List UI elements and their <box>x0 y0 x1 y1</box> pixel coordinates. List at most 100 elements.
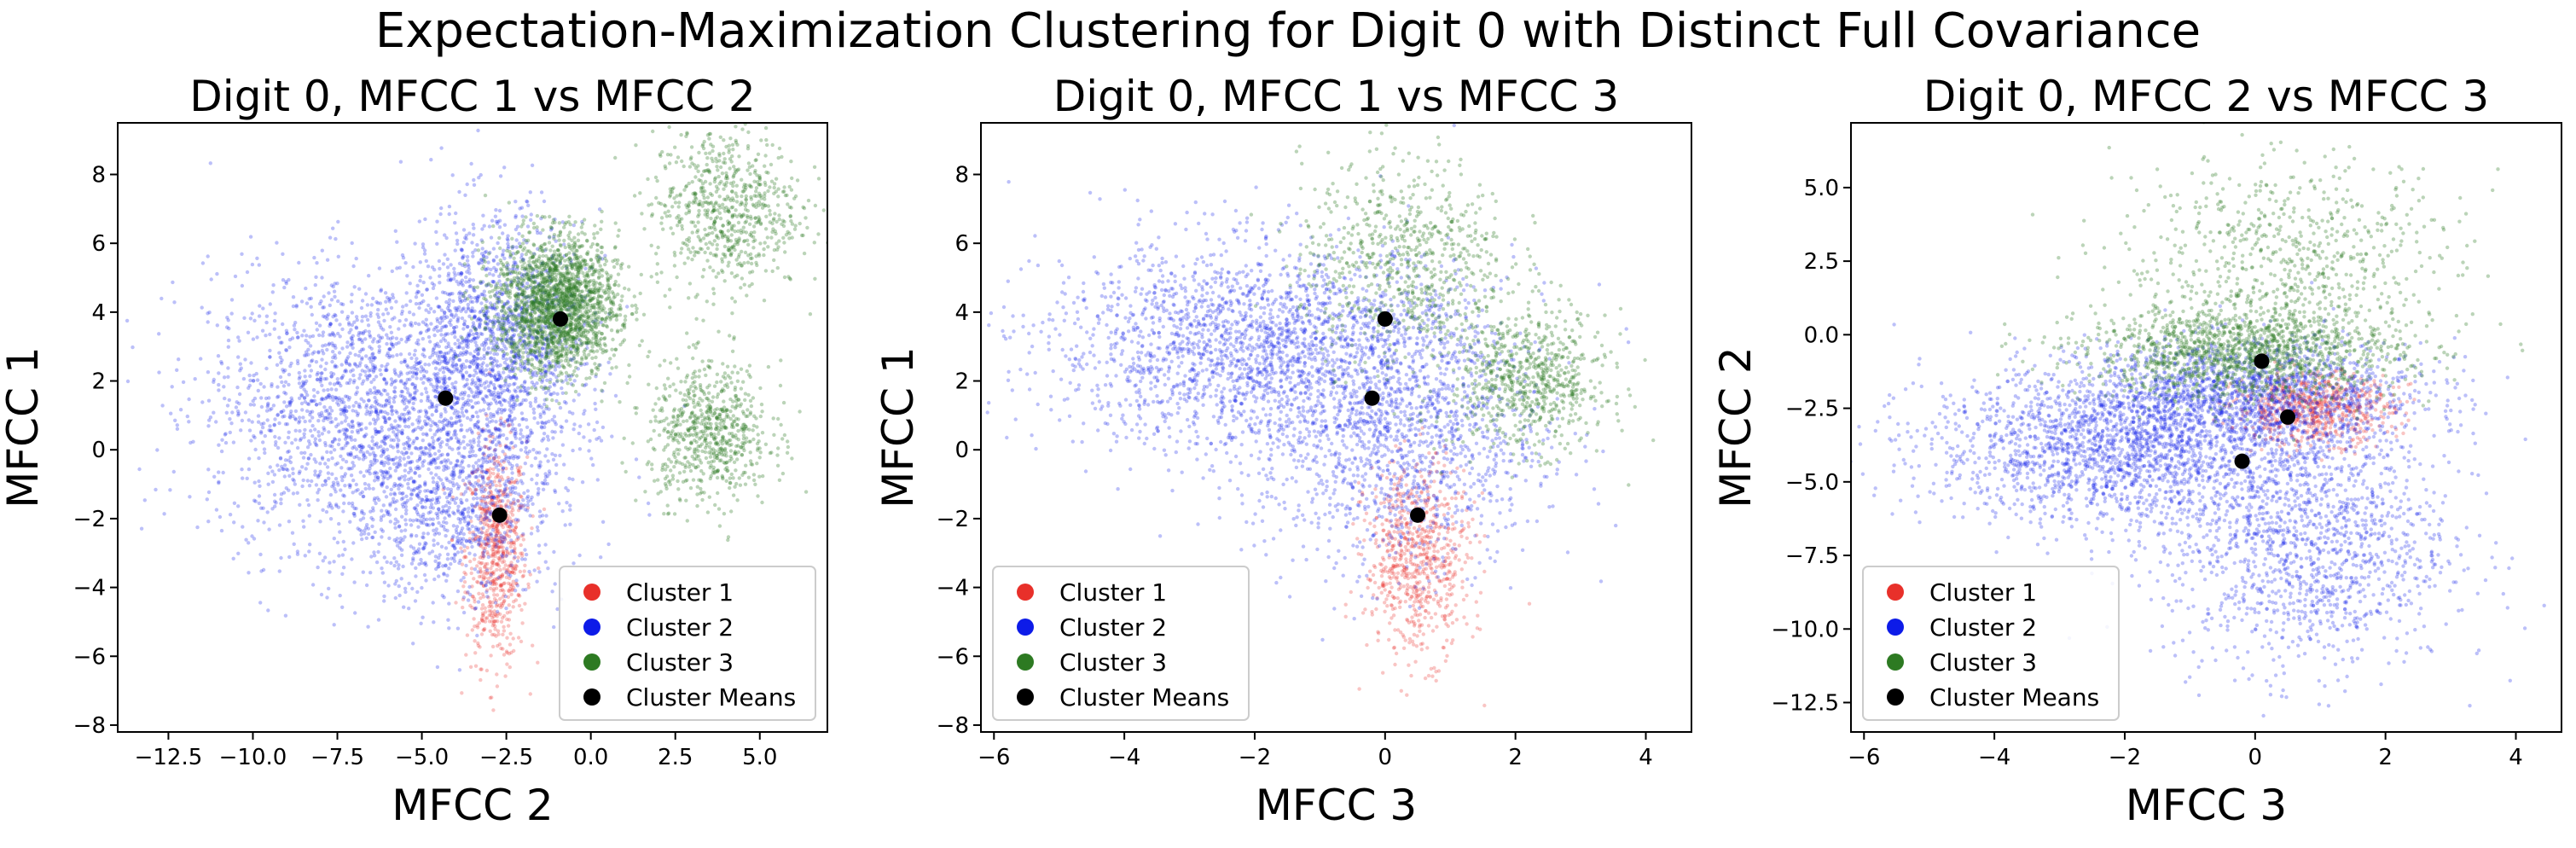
scatter-point <box>357 404 361 409</box>
scatter-point <box>438 274 442 278</box>
scatter-point <box>403 468 407 473</box>
scatter-point <box>508 492 513 497</box>
scatter-point <box>340 553 345 557</box>
scatter-point <box>364 412 368 416</box>
scatter-point <box>377 350 381 355</box>
scatter-point <box>505 533 509 537</box>
scatter-point <box>330 341 334 346</box>
scatter-point <box>308 374 312 379</box>
scatter-point <box>529 212 533 217</box>
scatter-point <box>485 481 490 486</box>
scatter-point <box>334 364 339 369</box>
scatter-point <box>215 323 219 328</box>
scatter-point <box>453 221 457 225</box>
scatter-point <box>268 355 272 359</box>
scatter-point <box>414 446 419 450</box>
scatter-point <box>246 330 251 334</box>
scatter-point <box>493 530 497 534</box>
scatter-point <box>394 427 399 432</box>
scatter-point <box>531 221 537 226</box>
scatter-point <box>455 439 460 444</box>
scatter-point <box>473 491 478 496</box>
scatter-point <box>331 344 335 348</box>
scatter-point <box>553 420 557 424</box>
scatter-point <box>471 415 475 419</box>
scatter-point <box>426 310 432 315</box>
scatter-point <box>515 498 520 503</box>
scatter-point <box>455 525 460 529</box>
scatter-point <box>499 646 503 651</box>
scatter-point <box>160 404 165 408</box>
scatter-point <box>388 474 392 479</box>
scatter-point <box>464 370 469 375</box>
scatter-point <box>513 581 519 586</box>
scatter-point <box>537 491 541 495</box>
scatter-point <box>342 407 346 411</box>
scatter-point <box>467 427 473 431</box>
scatter-point <box>395 435 399 439</box>
scatter-point <box>462 445 467 450</box>
scatter-point <box>387 513 392 517</box>
scatter-point <box>461 306 466 311</box>
scatter-point <box>560 391 565 395</box>
scatter-point <box>481 546 485 550</box>
scatter-point <box>392 500 397 504</box>
scatter-point <box>501 556 505 560</box>
scatter-point <box>419 398 423 404</box>
scatter-point <box>367 398 371 403</box>
scatter-point <box>595 420 600 425</box>
scatter-point <box>357 337 361 342</box>
scatter-point <box>297 381 302 386</box>
scatter-point <box>265 403 270 407</box>
scatter-point <box>479 363 484 368</box>
scatter-point <box>446 458 450 462</box>
scatter-point <box>508 430 513 434</box>
scatter-point <box>467 531 472 535</box>
scatter-point <box>447 344 451 349</box>
scatter-point <box>335 381 339 386</box>
scatter-point <box>421 337 425 341</box>
scatter-point <box>482 497 487 501</box>
scatter-point <box>486 406 491 411</box>
scatter-point <box>493 624 497 629</box>
scatter-point <box>397 593 402 598</box>
scatter-point <box>339 412 343 416</box>
scatter-point <box>540 480 544 485</box>
scatter-point <box>386 434 391 439</box>
scatter-point <box>409 451 414 456</box>
scatter-point <box>540 324 544 328</box>
scatter-point <box>580 480 585 485</box>
scatter-point <box>496 538 501 543</box>
scatter-point <box>220 438 224 442</box>
scatter-point <box>524 445 528 450</box>
scatter-point <box>336 219 340 224</box>
scatter-point <box>324 509 329 514</box>
scatter-point <box>330 359 334 364</box>
scatter-point <box>523 462 527 466</box>
scatter-point <box>330 394 334 399</box>
scatter-point <box>455 238 460 243</box>
scatter-point <box>428 509 432 514</box>
scatter-point <box>480 613 485 618</box>
scatter-point <box>295 549 300 554</box>
scatter-point <box>378 368 382 372</box>
scatter-point <box>485 579 490 584</box>
scatter-point <box>287 346 292 350</box>
scatter-point <box>425 288 429 292</box>
scatter-point <box>378 409 383 415</box>
scatter-point <box>393 507 398 512</box>
scatter-point <box>413 386 417 391</box>
scatter-point <box>454 401 458 405</box>
scatter-point <box>282 414 287 419</box>
scatter-point <box>492 375 497 379</box>
scatter-point <box>290 441 294 445</box>
scatter-point <box>550 417 554 422</box>
scatter-point <box>415 467 421 471</box>
scatter-point <box>492 390 496 395</box>
scatter-point <box>399 360 403 364</box>
scatter-point <box>476 436 481 440</box>
scatter-point <box>489 502 493 506</box>
scatter-point <box>547 419 551 424</box>
scatter-point <box>501 466 506 470</box>
scatter-point <box>357 337 363 341</box>
